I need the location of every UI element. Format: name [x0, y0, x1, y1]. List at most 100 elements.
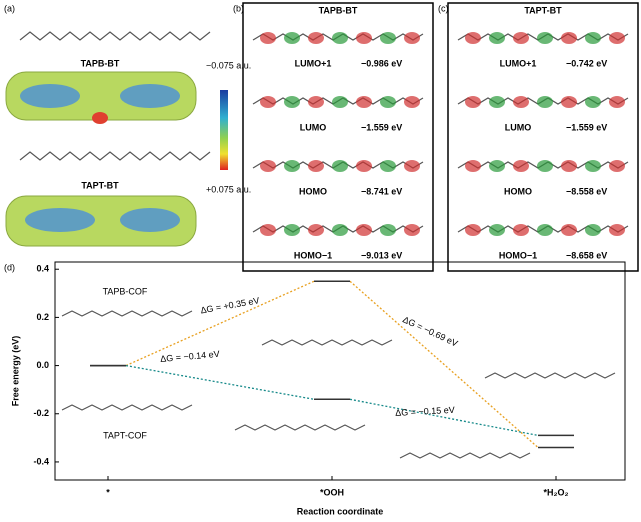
plot-frame	[54, 261, 626, 481]
legend-label: TAPT-COF	[103, 430, 147, 440]
y-tick-label: -0.4	[33, 456, 49, 466]
orbital-lobe	[308, 32, 324, 44]
molecule-label: TAPB-BT	[81, 58, 120, 68]
orbital-energy: −0.742 eV	[566, 58, 607, 68]
orbital-lobe	[404, 160, 420, 172]
esp-region	[92, 112, 108, 124]
orbital-lobe	[356, 32, 372, 44]
orbital-lobe	[404, 32, 420, 44]
panel-title: TAPB-BT	[319, 5, 358, 15]
orbital-lobe	[380, 32, 396, 44]
orbital-lobe	[537, 96, 553, 108]
molecule	[61, 404, 193, 411]
panel-label: (d)	[4, 262, 15, 272]
orbital-lobe	[404, 96, 420, 108]
y-tick-label: -0.2	[33, 408, 49, 418]
connector	[349, 280, 539, 448]
orbital-lobe	[284, 32, 300, 44]
orbital-lobe	[308, 96, 324, 108]
orbital-lobe	[561, 224, 577, 236]
annotation: ΔG = −0.14 eV	[160, 349, 220, 364]
orbital-name: HOMO−1	[294, 250, 332, 260]
orbital-lobe	[513, 32, 529, 44]
panel-frame	[447, 2, 639, 272]
orbital-lobe	[380, 160, 396, 172]
orbital-energy: −8.558 eV	[566, 186, 607, 196]
esp-region	[20, 84, 80, 108]
orbital-lobe	[332, 96, 348, 108]
orbital-lobe	[284, 160, 300, 172]
orbital-lobe	[380, 96, 396, 108]
orbital-lobe	[260, 224, 276, 236]
orbital-lobe	[465, 96, 481, 108]
x-axis-label: Reaction coordinate	[297, 506, 384, 516]
panel-label: (c)	[438, 3, 449, 13]
annotation: ΔG = +0.35 eV	[200, 295, 260, 315]
orbital-lobe	[465, 224, 481, 236]
molecule	[261, 339, 393, 346]
colorbar-label: −0.075 a.u.	[206, 60, 251, 70]
orbital-panels: (b) TAPB-BT LUMO+1 −0.986 eV LUMO −1.559 eV HO…	[233, 2, 639, 272]
y-tick-label: 0.4	[36, 264, 49, 274]
y-tick-label: 0.0	[36, 360, 49, 370]
esp-region	[120, 208, 180, 232]
y-tick-label: 0.2	[36, 312, 49, 322]
colorbar	[220, 90, 228, 170]
molecule-label: TAPT-BT	[81, 180, 119, 190]
orbital-lobe	[260, 96, 276, 108]
orbital-lobe	[585, 224, 601, 236]
annotation: ΔG = −0.15 eV	[395, 405, 455, 418]
orbital-name: LUMO+1	[500, 58, 537, 68]
orbital-lobe	[561, 160, 577, 172]
orbital-name: LUMO+1	[295, 58, 332, 68]
orbital-energy: −1.559 eV	[566, 122, 607, 132]
molecule	[399, 452, 531, 459]
orbital-lobe	[609, 160, 625, 172]
orbital-name: HOMO	[299, 186, 327, 196]
orbital-lobe	[537, 224, 553, 236]
orbital-energy: −8.658 eV	[566, 250, 607, 260]
molecule	[19, 151, 211, 161]
orbital-lobe	[513, 96, 529, 108]
orbital-name: HOMO−1	[499, 250, 537, 260]
orbital-lobe	[260, 32, 276, 44]
orbital-lobe	[537, 32, 553, 44]
panel-label: (a)	[4, 3, 15, 13]
esp-region	[25, 208, 95, 232]
panel-frame	[242, 2, 434, 272]
orbital-name: HOMO	[504, 186, 532, 196]
orbital-lobe	[404, 224, 420, 236]
orbital-name: LUMO	[505, 122, 532, 132]
orbital-lobe	[260, 160, 276, 172]
orbital-lobe	[513, 224, 529, 236]
molecule	[19, 31, 211, 41]
connector	[125, 280, 315, 367]
orbital-lobe	[561, 96, 577, 108]
orbital-lobe	[489, 224, 505, 236]
orbital-lobe	[332, 224, 348, 236]
orbital-lobe	[609, 224, 625, 236]
panel-label: (b)	[233, 3, 244, 13]
orbital-lobe	[609, 96, 625, 108]
orbital-lobe	[356, 160, 372, 172]
orbital-energy: −9.013 eV	[361, 250, 402, 260]
orbital-lobe	[308, 224, 324, 236]
orbital-lobe	[537, 160, 553, 172]
legend-label: TAPB-COF	[103, 286, 148, 296]
orbital-lobe	[308, 160, 324, 172]
orbital-lobe	[489, 32, 505, 44]
orbital-lobe	[513, 160, 529, 172]
orbital-lobe	[585, 96, 601, 108]
panel-title: TAPT-BT	[524, 5, 562, 15]
orbital-lobe	[356, 224, 372, 236]
orbital-lobe	[284, 96, 300, 108]
molecule	[484, 372, 616, 379]
orbital-lobe	[489, 160, 505, 172]
colorbar-label: +0.075 a.u.	[206, 184, 251, 194]
orbital-lobe	[585, 32, 601, 44]
orbital-lobe	[489, 96, 505, 108]
orbital-lobe	[332, 32, 348, 44]
orbital-lobe	[284, 224, 300, 236]
energy-diagram: (d) -0.4 -0.2 0.0 0.2 0.4 Free energy (eV) Reac…	[4, 261, 626, 516]
